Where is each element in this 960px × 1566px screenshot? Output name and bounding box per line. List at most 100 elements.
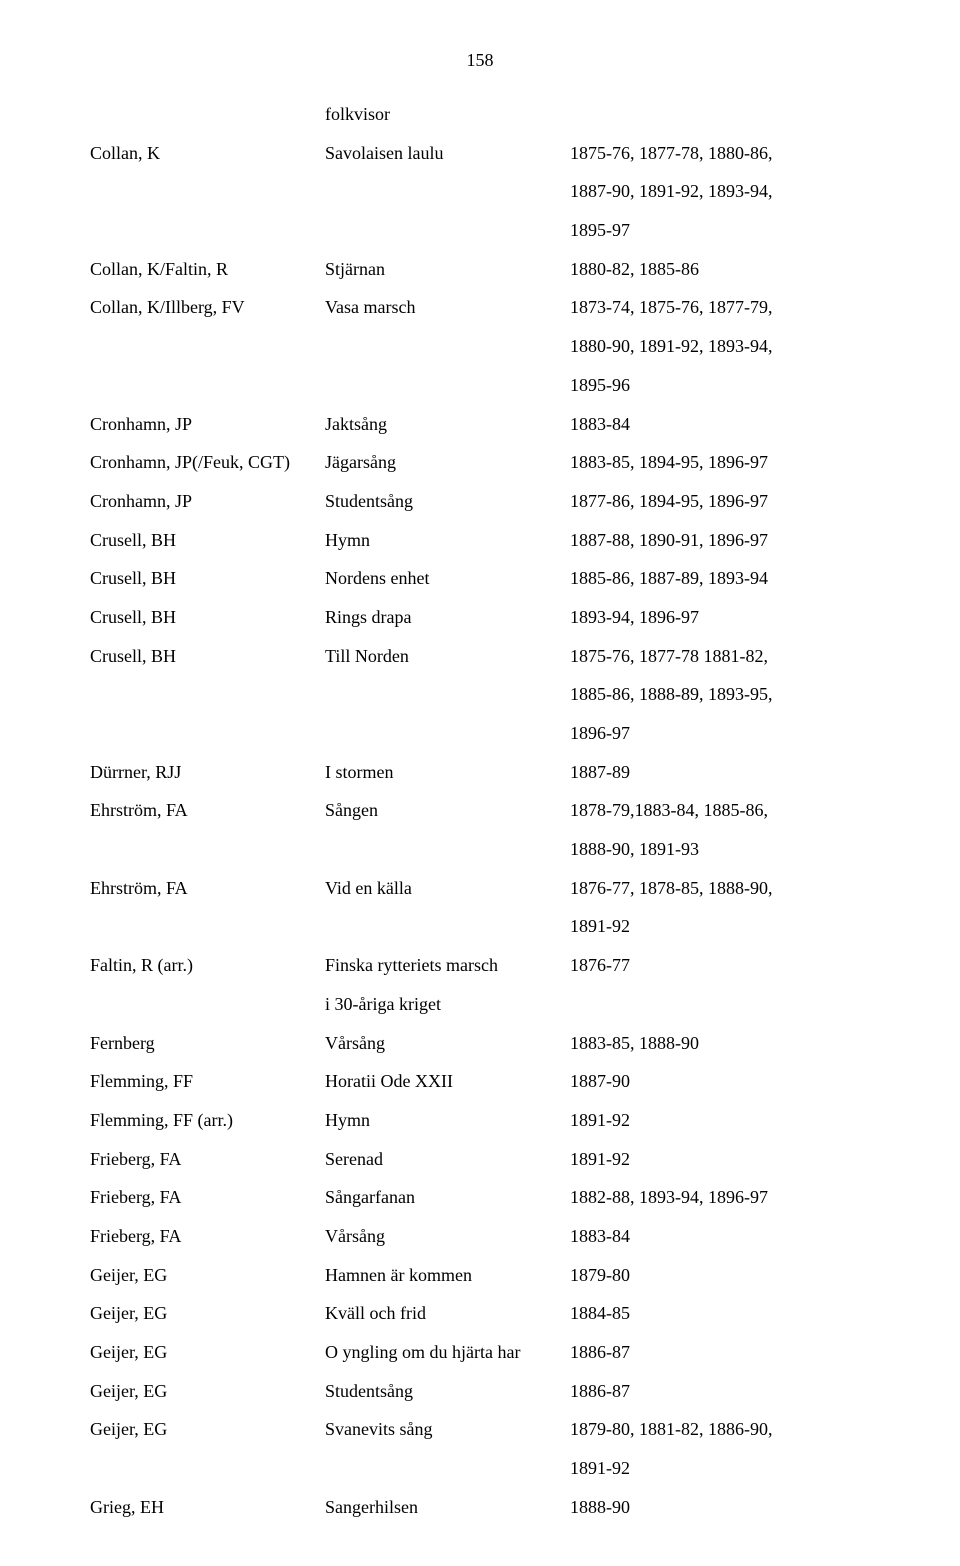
table-row: i 30-åriga kriget bbox=[90, 985, 870, 1024]
header-title: folkvisor bbox=[325, 95, 570, 134]
cell-composer bbox=[90, 1449, 325, 1488]
table-row: Frieberg, FASerenad1891-92 bbox=[90, 1140, 870, 1179]
table-row: FernbergVårsång1883-85, 1888-90 bbox=[90, 1024, 870, 1063]
cell-years: 1883-84 bbox=[570, 1217, 870, 1256]
cell-years: 1887-88, 1890-91, 1896-97 bbox=[570, 521, 870, 560]
header-composer bbox=[90, 95, 325, 134]
cell-title: Vårsång bbox=[325, 1217, 570, 1256]
cell-title: Vasa marsch bbox=[325, 288, 570, 327]
table-row: Crusell, BHRings drapa1893-94, 1896-97 bbox=[90, 598, 870, 637]
cell-title: Hymn bbox=[325, 1101, 570, 1140]
cell-composer: Cronhamn, JP bbox=[90, 405, 325, 444]
cell-title bbox=[325, 830, 570, 869]
cell-years: 1884-85 bbox=[570, 1294, 870, 1333]
cell-composer: Dürrner, RJJ bbox=[90, 753, 325, 792]
table-row: Cronhamn, JPJaktsång1883-84 bbox=[90, 405, 870, 444]
cell-composer bbox=[90, 907, 325, 946]
table-header-row: folkvisor bbox=[90, 95, 870, 134]
cell-title: Finska rytteriets marsch bbox=[325, 946, 570, 985]
cell-years: 1880-90, 1891-92, 1893-94, bbox=[570, 327, 870, 366]
table-row: Geijer, EGHamnen är kommen1879-80 bbox=[90, 1256, 870, 1295]
cell-years: 1896-97 bbox=[570, 714, 870, 753]
cell-title: Hymn bbox=[325, 521, 570, 560]
cell-title: i 30-åriga kriget bbox=[325, 985, 570, 1024]
cell-title: Serenad bbox=[325, 1140, 570, 1179]
header-years bbox=[570, 95, 870, 134]
cell-years: 1893-94, 1896-97 bbox=[570, 598, 870, 637]
cell-title: Nordens enhet bbox=[325, 559, 570, 598]
cell-years: 1879-80, 1881-82, 1886-90, bbox=[570, 1410, 870, 1449]
cell-years: 1875-76, 1877-78 1881-82, bbox=[570, 637, 870, 676]
table-row: Grieg, EHSangerhilsen1888-90 bbox=[90, 1488, 870, 1527]
cell-years: 1891-92 bbox=[570, 1101, 870, 1140]
cell-title: Sångarfanan bbox=[325, 1178, 570, 1217]
cell-years: 1886-87 bbox=[570, 1333, 870, 1372]
cell-title bbox=[325, 366, 570, 405]
cell-title: Stjärnan bbox=[325, 250, 570, 289]
cell-years: 1888-90 bbox=[570, 1488, 870, 1527]
table-row: Crusell, BHTill Norden1875-76, 1877-78 1… bbox=[90, 637, 870, 676]
table-row: Collan, K/Illberg, FVVasa marsch1873-74,… bbox=[90, 288, 870, 327]
cell-composer: Collan, K/Illberg, FV bbox=[90, 288, 325, 327]
cell-years: 1895-97 bbox=[570, 211, 870, 250]
cell-composer: Ehrström, FA bbox=[90, 791, 325, 830]
cell-composer: Cronhamn, JP(/Feuk, CGT) bbox=[90, 443, 325, 482]
cell-years: 1891-92 bbox=[570, 1140, 870, 1179]
cell-title: Till Norden bbox=[325, 637, 570, 676]
cell-composer: Geijer, EG bbox=[90, 1372, 325, 1411]
table-row: Crusell, BHHymn1887-88, 1890-91, 1896-97 bbox=[90, 521, 870, 560]
cell-composer: Grieg, EH bbox=[90, 1488, 325, 1527]
table-row: 1891-92 bbox=[90, 907, 870, 946]
cell-title: Studentsång bbox=[325, 1372, 570, 1411]
page-number: 158 bbox=[90, 50, 870, 71]
cell-title bbox=[325, 907, 570, 946]
cell-composer bbox=[90, 211, 325, 250]
cell-composer bbox=[90, 714, 325, 753]
cell-composer: Collan, K/Faltin, R bbox=[90, 250, 325, 289]
cell-title bbox=[325, 714, 570, 753]
cell-composer: Crusell, BH bbox=[90, 598, 325, 637]
cell-title: Jägarsång bbox=[325, 443, 570, 482]
table-row: Collan, K/Faltin, RStjärnan1880-82, 1885… bbox=[90, 250, 870, 289]
cell-years: 1877-86, 1894-95, 1896-97 bbox=[570, 482, 870, 521]
table-row: Frieberg, FAVårsång1883-84 bbox=[90, 1217, 870, 1256]
cell-composer: Frieberg, FA bbox=[90, 1178, 325, 1217]
table-row: 1880-90, 1891-92, 1893-94, bbox=[90, 327, 870, 366]
cell-title: Sangerhilsen bbox=[325, 1488, 570, 1527]
cell-composer bbox=[90, 675, 325, 714]
table-row: Ehrström, FASången1878-79,1883-84, 1885-… bbox=[90, 791, 870, 830]
cell-years: 1886-87 bbox=[570, 1372, 870, 1411]
cell-composer: Frieberg, FA bbox=[90, 1140, 325, 1179]
table-row: 1895-97 bbox=[90, 211, 870, 250]
cell-composer: Cronhamn, JP bbox=[90, 482, 325, 521]
table-row: Geijer, EGO yngling om du hjärta har1886… bbox=[90, 1333, 870, 1372]
table-row: Frieberg, FASångarfanan1882-88, 1893-94,… bbox=[90, 1178, 870, 1217]
cell-years: 1882-88, 1893-94, 1896-97 bbox=[570, 1178, 870, 1217]
cell-composer bbox=[90, 172, 325, 211]
cell-years: 1885-86, 1888-89, 1893-95, bbox=[570, 675, 870, 714]
cell-years: 1883-85, 1888-90 bbox=[570, 1024, 870, 1063]
cell-composer: Crusell, BH bbox=[90, 521, 325, 560]
cell-title: Hamnen är kommen bbox=[325, 1256, 570, 1295]
cell-title bbox=[325, 675, 570, 714]
cell-composer: Faltin, R (arr.) bbox=[90, 946, 325, 985]
table-row: 1887-90, 1891-92, 1893-94, bbox=[90, 172, 870, 211]
cell-years: 1887-90, 1891-92, 1893-94, bbox=[570, 172, 870, 211]
cell-title: Sången bbox=[325, 791, 570, 830]
cell-title: O yngling om du hjärta har bbox=[325, 1333, 570, 1372]
cell-composer: Geijer, EG bbox=[90, 1333, 325, 1372]
table-row: Geijer, EGSvanevits sång1879-80, 1881-82… bbox=[90, 1410, 870, 1449]
table-row: Faltin, R (arr.)Finska rytteriets marsch… bbox=[90, 946, 870, 985]
cell-composer: Geijer, EG bbox=[90, 1256, 325, 1295]
cell-composer: Ehrström, FA bbox=[90, 869, 325, 908]
table-row: Ehrström, FAVid en källa1876-77, 1878-85… bbox=[90, 869, 870, 908]
cell-years: 1875-76, 1877-78, 1880-86, bbox=[570, 134, 870, 173]
cell-composer: Geijer, EG bbox=[90, 1294, 325, 1333]
cell-years: 1891-92 bbox=[570, 1449, 870, 1488]
table-row: Geijer, EGKväll och frid1884-85 bbox=[90, 1294, 870, 1333]
cell-years: 1878-79,1883-84, 1885-86, bbox=[570, 791, 870, 830]
cell-title: Horatii Ode XXII bbox=[325, 1062, 570, 1101]
table-row: 1895-96 bbox=[90, 366, 870, 405]
cell-composer: Collan, K bbox=[90, 134, 325, 173]
cell-years: 1888-90, 1891-93 bbox=[570, 830, 870, 869]
